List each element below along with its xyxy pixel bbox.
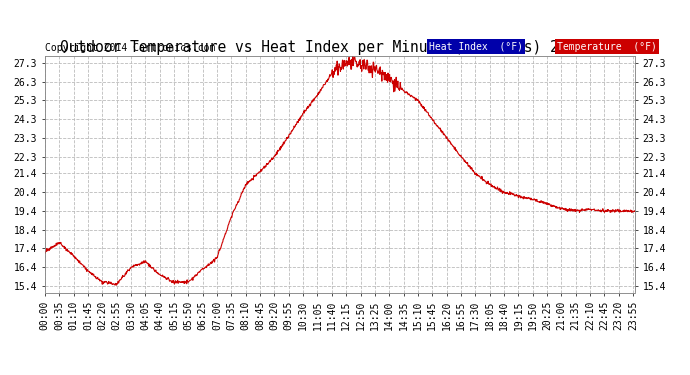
Text: Heat Index  (°F): Heat Index (°F) (429, 42, 523, 51)
Text: Copyright 2014 Cartronics.com: Copyright 2014 Cartronics.com (45, 43, 215, 52)
Title: Outdoor Temperature vs Heat Index per Minute (24 Hours) 20140306: Outdoor Temperature vs Heat Index per Mi… (60, 40, 620, 55)
Text: Temperature  (°F): Temperature (°F) (557, 42, 657, 51)
